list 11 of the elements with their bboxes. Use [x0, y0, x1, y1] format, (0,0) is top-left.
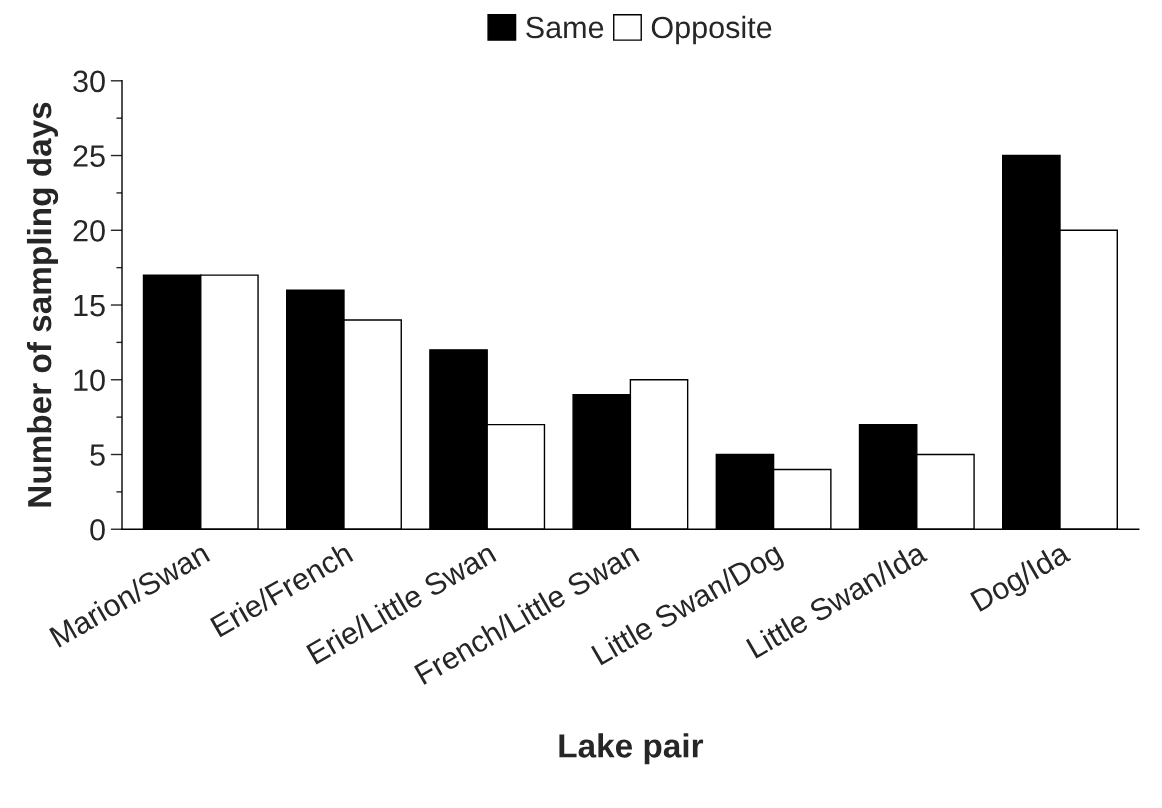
y-tick-label: 15	[74, 295, 105, 317]
legend-label: Same	[526, 16, 604, 39]
y-axis-title: Number of sampling days	[26, 102, 59, 507]
y-tick-label: 0	[90, 518, 105, 541]
y-tick-label: 10	[74, 369, 105, 392]
x-axis-title: Lake pair	[559, 733, 704, 765]
y-tick-label: 25	[73, 145, 105, 167]
y-tick-label: 5	[90, 444, 105, 466]
y-tick-label: 30	[73, 70, 105, 93]
y-tick-label: 20	[73, 220, 105, 242]
legend-label: Opposite	[651, 15, 772, 45]
